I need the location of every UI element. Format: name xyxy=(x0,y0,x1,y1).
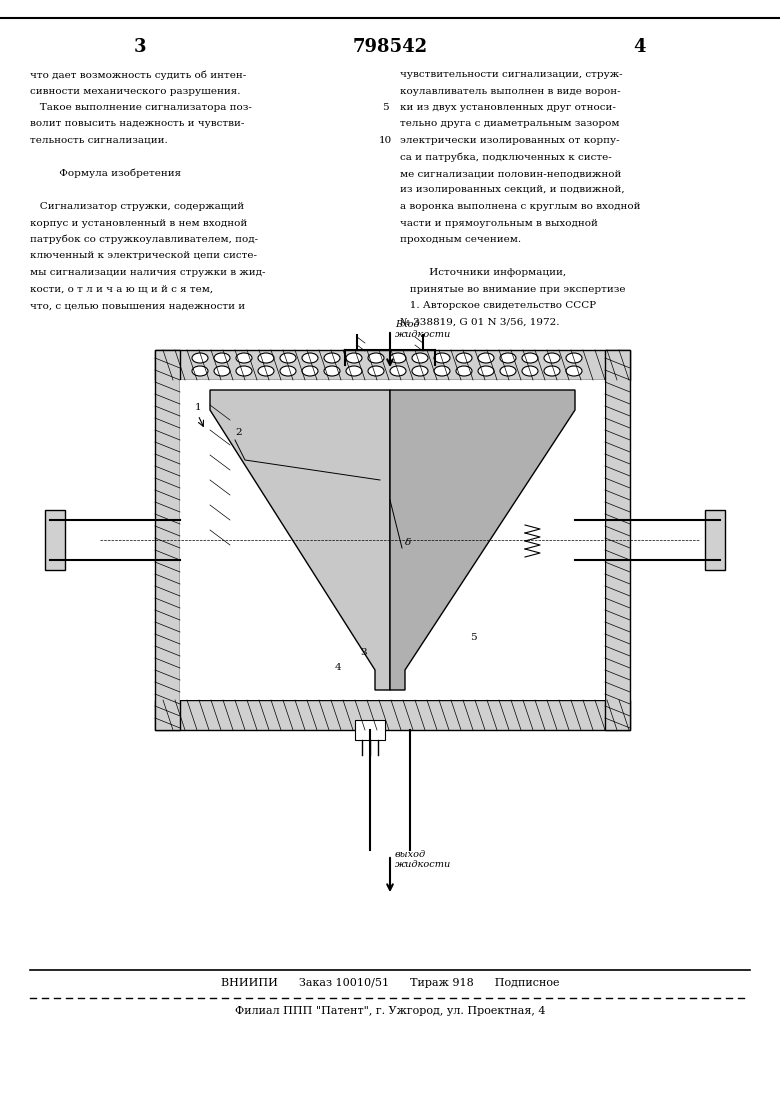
Text: 1: 1 xyxy=(195,403,201,413)
Ellipse shape xyxy=(544,353,560,363)
Polygon shape xyxy=(210,390,390,690)
Text: Вход
жидкости: Вход жидкости xyxy=(395,320,452,340)
Polygon shape xyxy=(45,510,65,570)
Ellipse shape xyxy=(236,366,252,376)
Text: 3: 3 xyxy=(133,38,147,56)
Ellipse shape xyxy=(236,353,252,363)
Text: са и патрубка, подключенных к систе-: са и патрубка, подключенных к систе- xyxy=(400,152,612,162)
Ellipse shape xyxy=(434,353,450,363)
Text: Формула изобретения: Формула изобретения xyxy=(30,169,181,179)
Ellipse shape xyxy=(302,353,318,363)
Text: электрически изолированных от корпу-: электрически изолированных от корпу- xyxy=(400,136,619,144)
Ellipse shape xyxy=(566,366,582,376)
Text: сивности механического разрушения.: сивности механического разрушения. xyxy=(30,86,240,96)
Text: волит повысить надежность и чувстви-: волит повысить надежность и чувстви- xyxy=(30,119,244,129)
Ellipse shape xyxy=(280,353,296,363)
Text: корпус и установленный в нем входной: корпус и установленный в нем входной xyxy=(30,218,247,227)
Text: проходным сечением.: проходным сечением. xyxy=(400,235,521,244)
Ellipse shape xyxy=(324,366,340,376)
Text: Филиал ППП "Патент", г. Ужгород, ул. Проектная, 4: Филиал ППП "Патент", г. Ужгород, ул. Про… xyxy=(235,1006,545,1016)
Bar xyxy=(605,350,630,730)
Text: № 338819, G 01 N 3/56, 1972.: № 338819, G 01 N 3/56, 1972. xyxy=(400,318,559,326)
Text: 798542: 798542 xyxy=(353,38,427,56)
Ellipse shape xyxy=(302,366,318,376)
Text: мы сигнализации наличия стружки в жид-: мы сигнализации наличия стружки в жид- xyxy=(30,268,265,277)
Ellipse shape xyxy=(324,353,340,363)
Ellipse shape xyxy=(522,366,538,376)
Text: принятые во внимание при экспертизе: принятые во внимание при экспертизе xyxy=(400,285,626,293)
Ellipse shape xyxy=(544,366,560,376)
Ellipse shape xyxy=(412,353,428,363)
Ellipse shape xyxy=(412,366,428,376)
Ellipse shape xyxy=(566,353,582,363)
Text: 10: 10 xyxy=(378,136,392,144)
Ellipse shape xyxy=(434,366,450,376)
Text: Сигнализатор стружки, содержащий: Сигнализатор стружки, содержащий xyxy=(30,202,244,211)
Text: Источники информации,: Источники информации, xyxy=(400,268,566,277)
Text: коулавливатель выполнен в виде ворон-: коулавливатель выполнен в виде ворон- xyxy=(400,86,621,96)
Ellipse shape xyxy=(192,353,208,363)
Text: 5: 5 xyxy=(381,103,388,113)
Text: δ: δ xyxy=(405,538,411,547)
Ellipse shape xyxy=(368,353,384,363)
Ellipse shape xyxy=(346,366,362,376)
Ellipse shape xyxy=(192,366,208,376)
Ellipse shape xyxy=(390,353,406,363)
Ellipse shape xyxy=(258,353,274,363)
Ellipse shape xyxy=(478,366,494,376)
Text: патрубок со стружкоулавливателем, под-: патрубок со стружкоулавливателем, под- xyxy=(30,235,258,245)
Bar xyxy=(180,381,605,700)
Polygon shape xyxy=(390,390,575,690)
Ellipse shape xyxy=(456,353,472,363)
Text: Такое выполнение сигнализатора поз-: Такое выполнение сигнализатора поз- xyxy=(30,103,252,113)
Text: части и прямоугольным в выходной: части и прямоугольным в выходной xyxy=(400,218,598,227)
Ellipse shape xyxy=(500,366,516,376)
Text: что, с целью повышения надежности и: что, с целью повышения надежности и xyxy=(30,301,245,310)
Text: тельность сигнализации.: тельность сигнализации. xyxy=(30,136,168,144)
Ellipse shape xyxy=(390,366,406,376)
Ellipse shape xyxy=(368,366,384,376)
Text: 3: 3 xyxy=(360,647,367,657)
Text: ВНИИПИ      Заказ 10010/51      Тираж 918      Подписное: ВНИИПИ Заказ 10010/51 Тираж 918 Подписно… xyxy=(221,978,559,988)
Polygon shape xyxy=(705,510,725,570)
Text: ки из двух установленных друг относи-: ки из двух установленных друг относи- xyxy=(400,103,616,113)
Ellipse shape xyxy=(522,353,538,363)
Ellipse shape xyxy=(214,366,230,376)
Text: ме сигнализации половин-неподвижной: ме сигнализации половин-неподвижной xyxy=(400,169,622,178)
Text: 5: 5 xyxy=(470,633,477,642)
Text: кости, о т л и ч а ю щ и й с я тем,: кости, о т л и ч а ю щ и й с я тем, xyxy=(30,285,213,293)
Bar xyxy=(155,350,630,381)
Ellipse shape xyxy=(214,353,230,363)
Text: 2: 2 xyxy=(235,428,242,437)
Bar xyxy=(155,700,630,730)
Bar xyxy=(355,720,385,740)
Ellipse shape xyxy=(456,366,472,376)
Ellipse shape xyxy=(500,353,516,363)
Text: тельно друга с диаметральным зазором: тельно друга с диаметральным зазором xyxy=(400,119,619,129)
Text: ключенный к электрической цепи систе-: ключенный к электрической цепи систе- xyxy=(30,251,257,260)
Text: выход
жидкости: выход жидкости xyxy=(395,850,452,869)
Text: а воронка выполнена с круглым во входной: а воронка выполнена с круглым во входной xyxy=(400,202,640,211)
Text: что дает возможность судить об интен-: что дает возможность судить об интен- xyxy=(30,69,246,79)
Ellipse shape xyxy=(258,366,274,376)
Text: из изолированных секций, и подвижной,: из изолированных секций, и подвижной, xyxy=(400,185,625,194)
Ellipse shape xyxy=(478,353,494,363)
Text: 4: 4 xyxy=(335,663,342,672)
Bar xyxy=(155,350,180,730)
Text: чувствительности сигнализации, струж-: чувствительности сигнализации, струж- xyxy=(400,69,622,79)
Text: 1. Авторское свидетельство СССР: 1. Авторское свидетельство СССР xyxy=(400,301,596,310)
Ellipse shape xyxy=(346,353,362,363)
Text: 4: 4 xyxy=(633,38,647,56)
Ellipse shape xyxy=(280,366,296,376)
